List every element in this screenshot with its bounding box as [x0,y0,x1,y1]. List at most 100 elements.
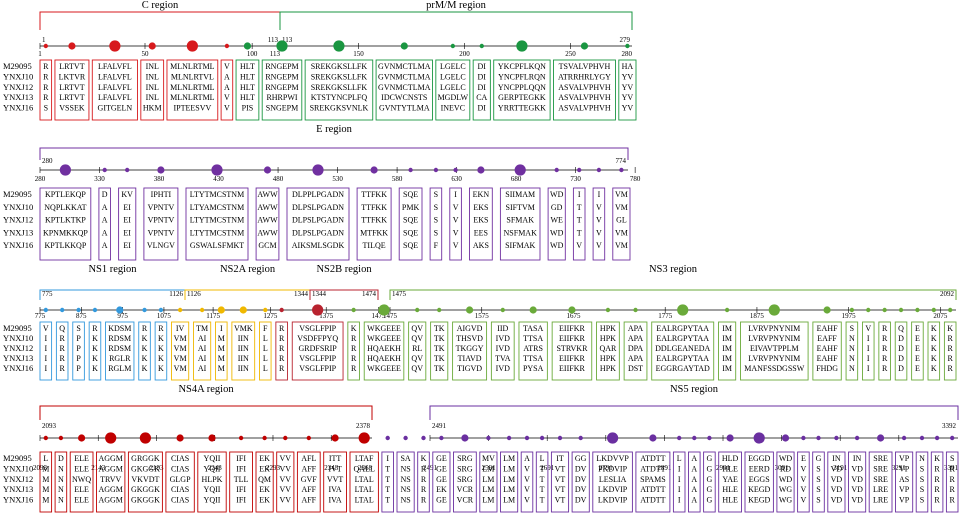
sequence-cell: T [385,464,390,473]
sequence-cell: VV [280,496,292,505]
mutation-box [430,321,449,381]
sequence-cell: S [434,203,438,212]
sequence-cell: APA [628,334,643,343]
sequence-cell: MLNLRTML [170,93,215,102]
mutation-group: LVRVPNYNIMLVRVPNYNIMEIVAVTPPLMLVRVPNYNIM… [740,304,809,381]
sequence-cell: R [882,344,888,353]
sequence-cell: LFALVFL [98,62,132,71]
sequence-cell: NS [400,464,410,473]
sequence-cell: IFI [236,496,246,505]
sequence-cell: LM [503,475,515,484]
mutation-box [868,451,893,513]
mutation-box [845,321,859,381]
sequence-cell: SQE [403,216,418,225]
region-start-label: 1475 [392,290,407,298]
sequence-cell: EAHF [817,344,838,353]
mutation-box [72,321,85,381]
sequence-cell: EI [123,228,131,237]
sequence-cell: YQII [204,496,221,505]
tick-label: 1075 [157,312,172,320]
sequence-cell: VCR [457,496,474,505]
sequence-cell: V [596,241,602,250]
sequence-cell: TVA [495,354,511,363]
tick-label: 1875 [750,312,765,320]
mutation-box [229,451,253,513]
sequence-cell: QV [411,354,423,363]
sequence-cell: WD [550,190,564,199]
sequence-cell: LM [503,454,515,463]
sequence-cell: A [691,485,697,494]
mutation-box [259,321,272,381]
sequence-cell: G [707,496,713,505]
sequence-cell: VV [280,485,292,494]
sequence-cell: K [142,364,148,373]
sequence-cell: V [801,496,807,505]
sequence-cell: LVRVPNYNIM [748,324,800,333]
sequence-cell: SRG [457,454,473,463]
sequence-cell: K [421,454,427,463]
sequence-cell: VV [280,454,292,463]
sequence-cell: EAHF [817,324,838,333]
mutation-box [493,59,551,121]
mutation-dot [78,434,86,442]
tick-label: 1 [38,50,42,58]
sequence-cell: AFL [301,454,316,463]
sequence-cell: S [816,496,820,505]
strain-name: M29095 [3,61,32,71]
mutation-dot [919,435,925,441]
mutation-box [449,187,462,261]
sequence-cell: F [434,241,439,250]
mutation-dot [312,304,324,316]
region-end-label: 1474 [362,290,377,298]
mutation-dot [692,435,697,441]
mutation-dot [486,435,491,441]
sequence-cell: PMK [402,203,420,212]
sequence-cell: LGELC [440,72,466,81]
sequence-cell: M [218,344,225,353]
sequence-cell: LTAL [355,475,374,484]
sequence-cell: V [453,228,459,237]
mutation-box [718,451,742,513]
mutation-dot [854,435,860,441]
sequence-cell: INL [146,93,159,102]
sequence-cell: YQII [204,454,221,463]
mutation-dot [578,435,583,441]
mutation-box [154,321,168,381]
sequence-cell: V [576,241,582,250]
sequence-cell: K [92,344,98,353]
axis-end-label: 3391 [944,464,959,472]
tick-label: 1675 [566,312,581,320]
sequence-cell: QM [258,475,271,484]
mutation-box [612,187,631,261]
sequence-cell: A [102,228,108,237]
sequence-cell: VV [280,475,292,484]
mutation-box [744,451,774,513]
sequence-cell: T [577,228,582,237]
sequence-cell: GVNMCTLMA [378,62,431,71]
sequence-cell: RD [780,464,791,473]
region-end-label: 279 [620,36,631,44]
sequence-cell: DLPPLPGADN [292,190,344,199]
sequence-cell: LRTVT [59,83,84,92]
sequence-cell: LM [482,496,494,505]
region-end-label: 113 [268,36,279,44]
tick-label: 280 [35,175,46,183]
sequence-cell: S [434,216,438,225]
sequence-cell: EK [259,464,270,473]
strain-name: YNXJ10 [3,463,33,473]
sequence-cell: EKS [473,203,488,212]
sequence-cell: R [950,496,956,505]
sequence-cell: V [801,464,807,473]
sequence-cell: R [60,354,66,363]
